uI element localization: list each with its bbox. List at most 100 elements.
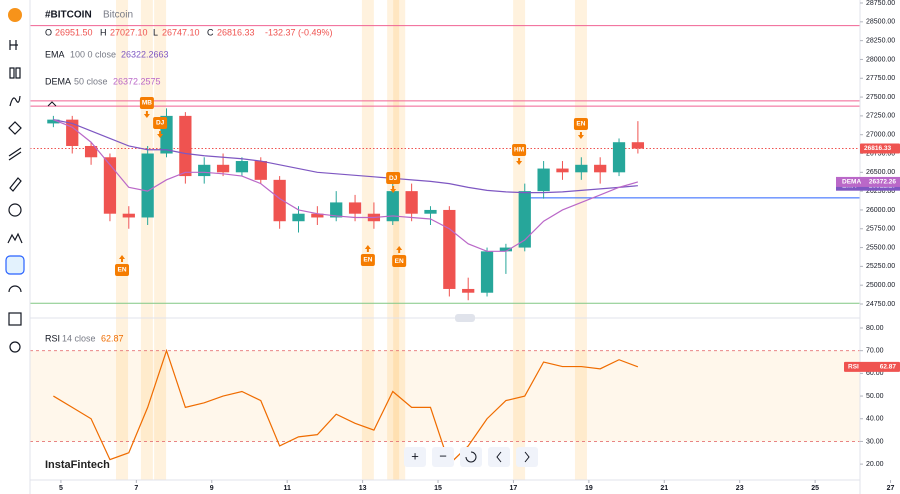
- scroll-left[interactable]: [488, 447, 510, 467]
- x-tick-label: 17: [510, 485, 518, 492]
- candle-body: [405, 191, 418, 214]
- pattern-label-bg: [360, 253, 375, 266]
- candle-body: [443, 209, 456, 289]
- indicator-tag-label: DEMA: [842, 179, 861, 186]
- indicator-params: 100 0 close: [70, 49, 116, 59]
- y-tick-label: 27250.00: [866, 113, 895, 120]
- indicator-value: 26322.2663: [121, 49, 169, 59]
- pattern-label: EN: [117, 267, 126, 274]
- candle-body: [141, 153, 154, 218]
- indicator-value: 26372.2575: [113, 76, 161, 86]
- pane-handle[interactable]: [455, 314, 475, 322]
- candle-body: [575, 164, 588, 173]
- candle-body: [386, 191, 399, 222]
- tool-emoji[interactable]: [8, 203, 22, 217]
- candle-body: [518, 191, 531, 248]
- marks-layer: EN MB DJ EN DJ EN HM EN: [47, 97, 645, 466]
- tool-layers[interactable]: [9, 341, 21, 353]
- pattern-label-bg: [392, 255, 407, 268]
- pattern-highlight: [387, 0, 400, 480]
- tool-cursor[interactable]: [9, 40, 18, 50]
- y-tick-label: 26250.00: [866, 188, 895, 195]
- background-layer: [30, 0, 860, 480]
- candle-body: [179, 115, 192, 177]
- rsi-line: [53, 348, 639, 466]
- y-tick-label: 25500.00: [866, 244, 895, 251]
- pattern-highlight: [140, 0, 153, 480]
- indicator-name: EMA: [45, 49, 65, 59]
- x-tick-label: 23: [736, 485, 744, 492]
- pattern-arrow: [516, 157, 523, 165]
- tool-lock[interactable]: [8, 312, 22, 326]
- pattern-label-bg: [573, 118, 588, 131]
- tool-measure[interactable]: [7, 232, 23, 244]
- reset-icon: [465, 451, 477, 463]
- pattern-highlight: [393, 0, 406, 480]
- pattern-label: DJ: [156, 120, 165, 127]
- pattern-arrow: [577, 132, 584, 140]
- collapse-button[interactable]: [47, 101, 57, 107]
- indicator-line: [53, 119, 638, 194]
- tool-brush[interactable]: [9, 177, 22, 192]
- candle-body: [537, 168, 550, 192]
- zoom-in-label: +: [411, 448, 419, 463]
- y-tick-label: 70.00: [866, 348, 884, 355]
- tool-bars[interactable]: [9, 67, 15, 79]
- pattern-label-bg: [153, 117, 168, 130]
- price-tag-bg: [860, 143, 900, 154]
- pattern-arrow: [143, 111, 150, 119]
- ohlc-change: -132.37 (-0.49%): [265, 27, 333, 37]
- rsi-tag-bg: [844, 361, 900, 372]
- zoom-out-label: −: [439, 448, 447, 463]
- ohlc-value: 26747.10: [162, 27, 200, 37]
- x-tick-label: 13: [359, 485, 367, 492]
- y-tick-label: 25000.00: [866, 282, 895, 289]
- candle-body: [499, 247, 513, 252]
- indicator-tag-bg: [836, 176, 900, 187]
- x-tick-label: 21: [660, 485, 668, 492]
- candle-body: [348, 202, 362, 214]
- x-tick-label: 15: [434, 485, 442, 492]
- symbol: #BITCOIN: [45, 10, 92, 21]
- pattern-label: MB: [142, 100, 152, 107]
- y-tick-label: 28750.00: [866, 0, 895, 7]
- y-tick-label: 50.00: [866, 393, 884, 400]
- tool-bars-2[interactable]: [15, 67, 21, 79]
- candle-body: [330, 202, 343, 218]
- reset-view[interactable]: [460, 447, 482, 467]
- zoom-in[interactable]: [404, 447, 426, 467]
- candle-body: [198, 164, 211, 177]
- tool-trend[interactable]: [8, 121, 22, 135]
- candle-body: [47, 119, 60, 124]
- ohlc-value: 26816.33: [217, 27, 255, 37]
- y-tick-label: 27500.00: [866, 94, 895, 101]
- scroll-right[interactable]: [516, 447, 538, 467]
- tool-eye[interactable]: [8, 285, 22, 293]
- tool-magnet[interactable]: [5, 255, 25, 275]
- candle-body: [254, 161, 267, 180]
- ohlc-value: 26951.50: [55, 27, 93, 37]
- x-tick-label: 7: [134, 485, 138, 492]
- candle-body: [424, 209, 437, 214]
- tool-fib[interactable]: [8, 147, 22, 161]
- x-tick-label: 19: [585, 485, 593, 492]
- candle-body: [480, 251, 494, 293]
- y-tick-label: 24750.00: [866, 301, 895, 308]
- y-tick-label: 60.00: [866, 370, 884, 377]
- ohlc-key: H: [100, 27, 107, 37]
- tool-fx[interactable]: [9, 95, 21, 107]
- zoom-out[interactable]: [432, 447, 454, 467]
- y-tick-label: 28000.00: [866, 56, 895, 63]
- candle-body: [235, 161, 249, 173]
- pattern-label: EN: [363, 257, 372, 264]
- candle-body: [216, 164, 230, 173]
- y-tick-label: 25750.00: [866, 226, 895, 233]
- indicator-params: 14 close: [62, 333, 96, 343]
- y-tick-label: 27750.00: [866, 75, 895, 82]
- indicator-line: [53, 119, 639, 252]
- rsi-band: [30, 350, 860, 442]
- ohlc-key: O: [45, 27, 52, 37]
- pattern-arrow: [390, 186, 397, 194]
